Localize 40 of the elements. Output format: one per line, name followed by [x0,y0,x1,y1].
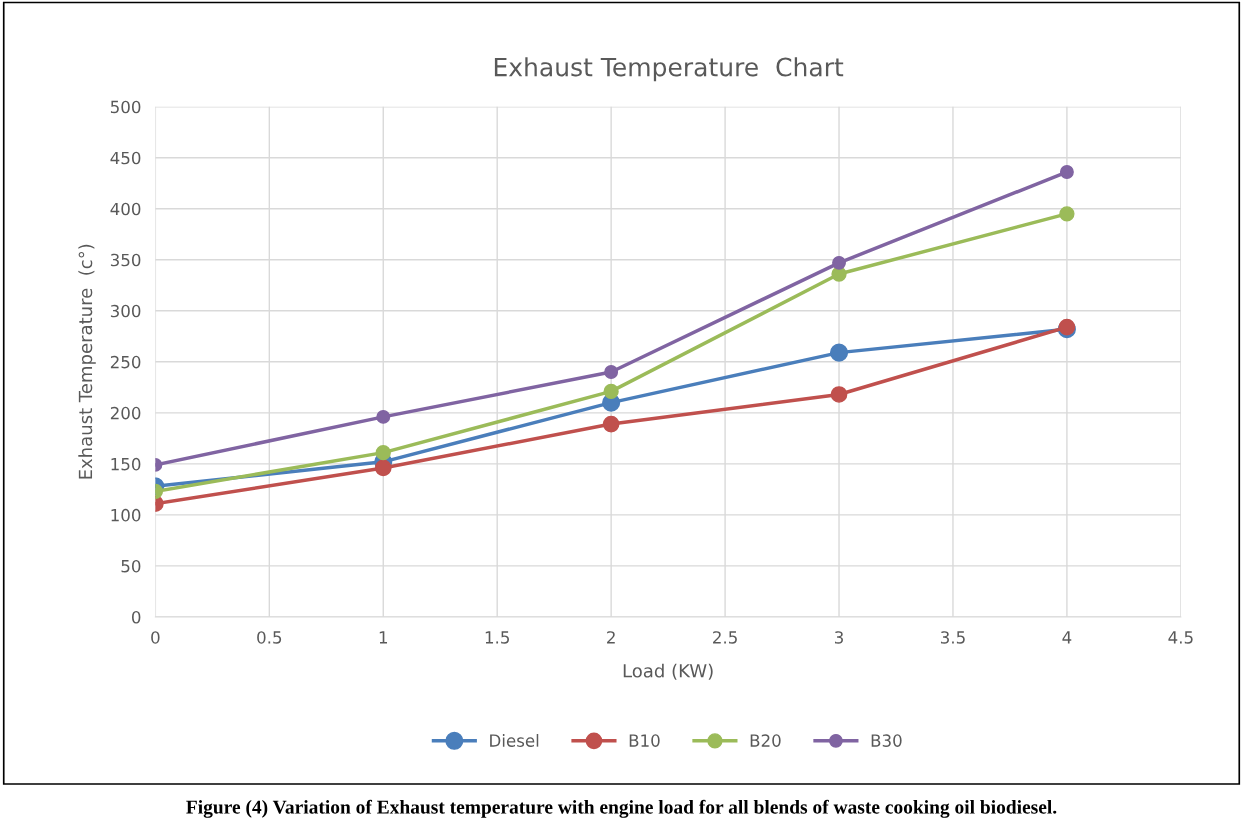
x-tick-label: 4.5 [1168,631,1193,644]
x-tick-label: 1.5 [485,631,509,644]
point [375,444,391,461]
y-tick-label: 100 [111,508,141,522]
y-tick-label: 50 [121,559,141,573]
point [1059,206,1075,222]
point [829,343,849,362]
point [374,459,392,477]
point [832,255,846,270]
x-tick-label: 3.5 [940,631,965,644]
y-axis-title: Exhaust Temperature (c°) [78,244,96,479]
x-axis-title: Load (KW) [623,663,713,680]
point [376,409,391,424]
point [604,365,619,379]
chart-title: Exhaust Temperature Chart [494,57,844,82]
y-tick-label: 450 [110,151,141,165]
x-tick-label: 4 [1062,631,1072,644]
point [1059,165,1074,179]
point [602,415,620,433]
y-tick-label: 350 [110,253,141,267]
x-tick-label: 2.5 [713,631,737,644]
text: Figure (4) Variation of Exhaust temperature with engine load for all blends of waste cooking oil biodiesel. [186,799,1057,818]
x-tick-label: 2 [607,631,615,644]
point [830,386,848,403]
y-tick-label: 200 [110,406,141,420]
y-tick-label: 400 [110,202,141,216]
y-tick-label: 0 [131,610,141,624]
y-tick-label: 500 [110,100,141,114]
legend-label: B10 [629,734,660,747]
x-tick-label: 0 [151,631,160,644]
y-tick-label: 300 [110,304,141,318]
x-tick-label: 0.5 [257,631,282,644]
point [603,383,619,400]
legend-label: B30 [871,734,902,747]
y-tick-label: 150 [111,457,141,471]
x-tick-label: 1 [379,631,388,644]
x-tick-label: 3 [834,631,843,644]
legend-label: Diesel [490,733,539,747]
legend-label: B20 [750,734,781,747]
y-tick-label: 250 [110,355,141,369]
